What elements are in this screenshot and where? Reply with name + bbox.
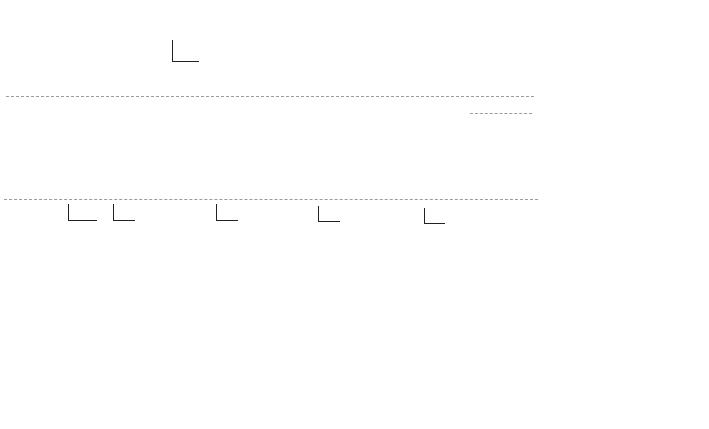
scale-bar-c-t449i — [318, 206, 340, 222]
chart-availability-gv — [500, 126, 709, 273]
scale-bar-a — [172, 40, 199, 62]
traces-a-d261e — [106, 14, 206, 114]
traces-a-v447f — [210, 14, 310, 114]
traces-c-v447f — [206, 130, 306, 246]
chart-mutant-vs-wt-grid — [216, 272, 709, 429]
traces-c-d261e — [102, 130, 202, 246]
scale-bar-c-v456l — [424, 208, 445, 224]
scale-bar-c-wildtype — [68, 204, 97, 221]
scale-bar-c-d261e — [113, 204, 135, 221]
baseline-dash-row-a — [6, 96, 534, 97]
chart-tau-voltage — [0, 272, 216, 429]
baseline-dash-row-c — [4, 199, 538, 200]
traces-c-wildtype — [4, 130, 102, 246]
traces-a-wildtype — [8, 14, 108, 114]
scale-bar-c-v447f — [216, 204, 238, 221]
traces-a-t449i — [314, 14, 414, 114]
traces-c-t449i — [310, 130, 410, 246]
chart-activation-gv — [500, 0, 709, 126]
stimulus-dash-v456l — [470, 113, 532, 114]
